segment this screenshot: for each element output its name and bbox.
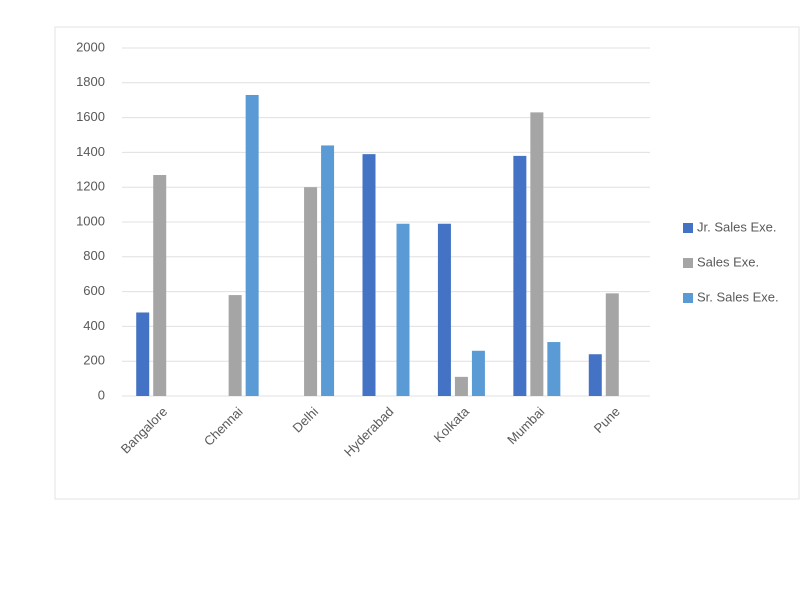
y-tick-label: 1400 — [76, 144, 105, 159]
bar — [547, 342, 561, 396]
bar — [530, 112, 544, 396]
chart-frame — [54, 26, 800, 500]
bar — [304, 187, 318, 396]
bar — [136, 312, 150, 396]
bar — [396, 223, 410, 396]
bar — [362, 154, 376, 396]
bar — [321, 145, 335, 396]
legend-swatch — [683, 293, 693, 303]
y-tick-label: 1600 — [76, 109, 105, 124]
y-tick-label: 600 — [83, 283, 105, 298]
bar — [454, 376, 468, 396]
bar — [245, 94, 259, 396]
y-tick-label: 1000 — [76, 213, 105, 228]
legend-label: Sr. Sales Exe. — [697, 289, 779, 304]
bar — [513, 155, 527, 396]
legend-swatch — [683, 223, 693, 233]
y-tick-label: 1800 — [76, 74, 105, 89]
bar — [471, 350, 485, 396]
bar — [228, 295, 242, 396]
legend-label: Sales Exe. — [697, 254, 759, 269]
bar — [437, 223, 451, 396]
y-tick-label: 200 — [83, 353, 105, 368]
y-tick-label: 800 — [83, 248, 105, 263]
bar — [588, 354, 602, 396]
legend-label: Jr. Sales Exe. — [697, 219, 776, 234]
y-tick-label: 0 — [98, 387, 105, 402]
legend-swatch — [683, 258, 693, 268]
bar — [605, 293, 619, 396]
y-tick-label: 400 — [83, 318, 105, 333]
y-tick-label: 2000 — [76, 39, 105, 54]
bar — [153, 175, 167, 396]
y-tick-label: 1200 — [76, 179, 105, 194]
